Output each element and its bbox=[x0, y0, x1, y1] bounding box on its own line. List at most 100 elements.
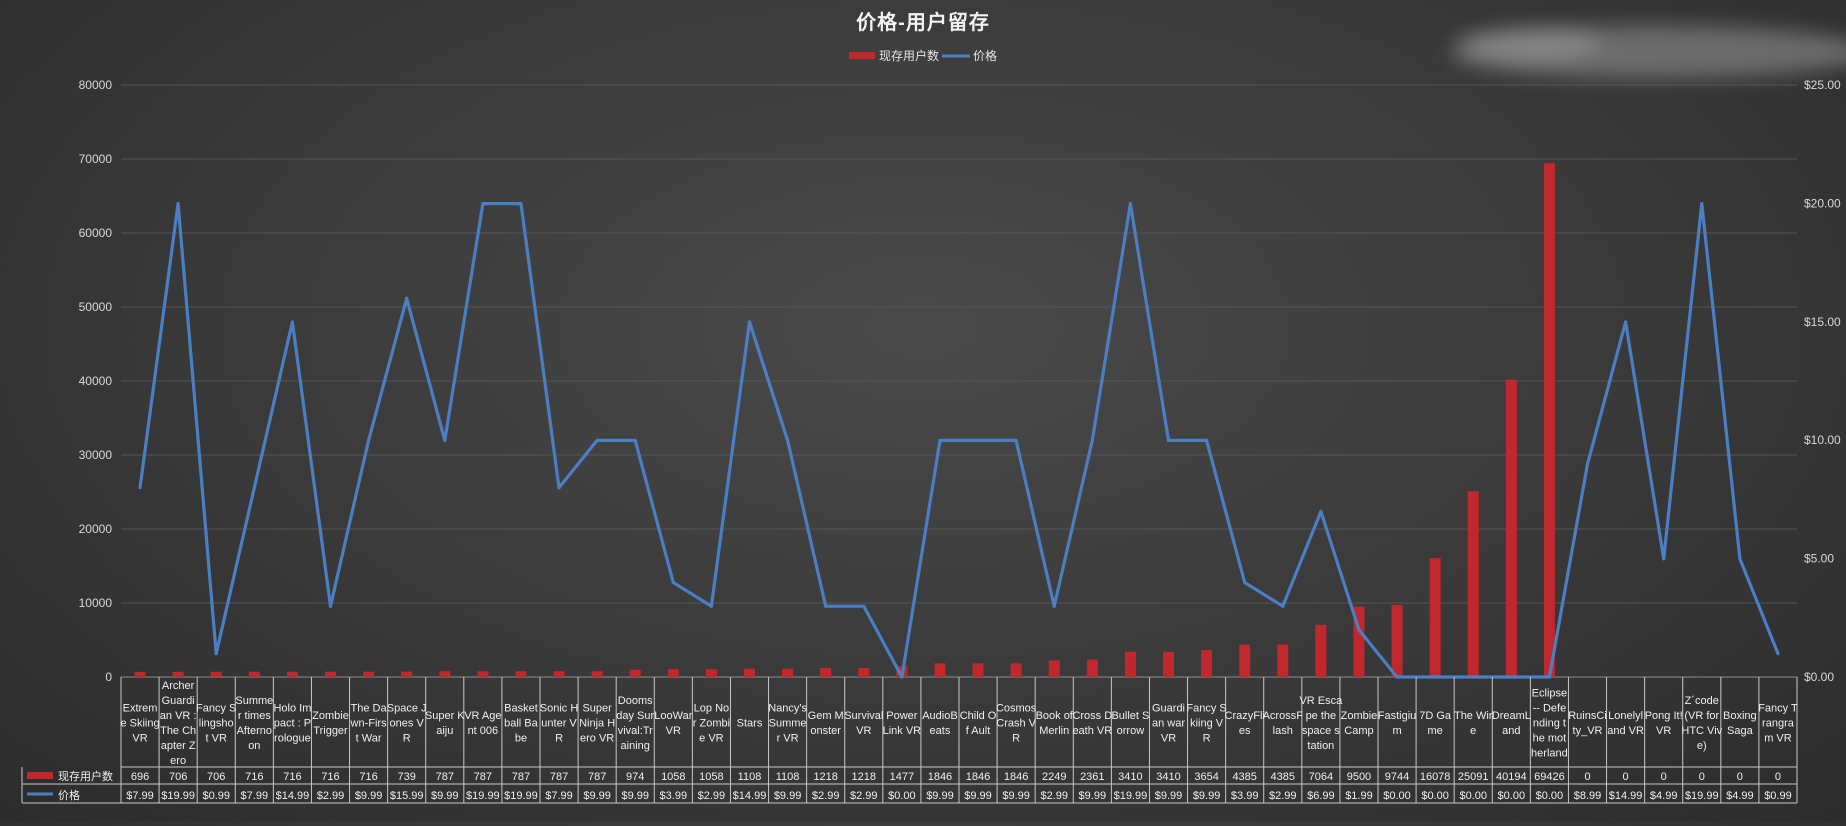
price-point bbox=[1433, 675, 1437, 679]
left-axis-tick-label: 10000 bbox=[79, 596, 113, 610]
category-label: Nancy's bbox=[768, 703, 807, 715]
table-cell-price: $9.99 bbox=[583, 790, 611, 802]
category-label: Eclipse bbox=[1532, 688, 1567, 700]
table-cell-users: 0 bbox=[1775, 771, 1781, 783]
category-label: eath VR bbox=[1072, 725, 1112, 737]
category-label: es bbox=[1239, 725, 1251, 737]
left-axis-tick-label: 70000 bbox=[79, 152, 113, 166]
price-point bbox=[1471, 675, 1475, 679]
category-label: Z´code bbox=[1685, 695, 1719, 707]
category-label: Guardi bbox=[162, 695, 195, 707]
category-label: AcrossF bbox=[1263, 710, 1304, 722]
category-label: unter V bbox=[541, 718, 577, 730]
left-axis-ticks: 0 10000 20000 30000 40000 50000 60000 70000 8000… bbox=[79, 78, 113, 684]
table-cell-price: $14.99 bbox=[733, 790, 767, 802]
bar bbox=[744, 668, 755, 677]
price-point bbox=[328, 604, 333, 608]
category-label: lash bbox=[1273, 725, 1293, 737]
redacted-blur bbox=[1450, 26, 1846, 78]
category-label: Extrem bbox=[123, 703, 158, 715]
category-label: -- Defe bbox=[1533, 703, 1567, 715]
table-cell-price: $0.00 bbox=[1459, 790, 1487, 802]
bar bbox=[1505, 379, 1517, 677]
bar bbox=[515, 671, 527, 677]
price-point bbox=[1090, 438, 1094, 443]
category-label: eats bbox=[930, 725, 951, 737]
category-label: The Ch bbox=[160, 725, 196, 737]
price-point bbox=[366, 438, 371, 443]
category-label: Bullet S bbox=[1111, 710, 1149, 722]
table-cell-users: 1218 bbox=[813, 771, 837, 783]
right-axis-tick-label: $10.00 bbox=[1804, 433, 1841, 447]
category-label: Fastigiu bbox=[1378, 710, 1417, 722]
table-row-header-users: 现存用户数 bbox=[58, 769, 113, 783]
bar bbox=[1467, 491, 1479, 677]
table-cell-price: $9.99 bbox=[964, 790, 992, 802]
legend: 现存用户数 价格 bbox=[849, 48, 997, 63]
bar bbox=[934, 663, 946, 677]
category-label: VR bbox=[1161, 733, 1176, 745]
left-axis-tick-label: 40000 bbox=[79, 374, 113, 388]
bar bbox=[705, 669, 717, 677]
category-label: m VR bbox=[1764, 733, 1792, 745]
table-cell-price: $14.99 bbox=[276, 790, 310, 802]
bar bbox=[172, 671, 184, 677]
table-key-users bbox=[27, 772, 53, 779]
table-cell-price: $7.99 bbox=[241, 790, 269, 802]
category-label: f Ault bbox=[966, 725, 990, 737]
price-point bbox=[785, 438, 790, 443]
category-label: t War bbox=[356, 733, 382, 745]
category-label: Cosmos bbox=[996, 703, 1037, 715]
category-label: Gem M bbox=[808, 710, 844, 722]
category-label: VR bbox=[132, 733, 147, 745]
category-label: apter Z bbox=[161, 740, 196, 752]
table-cell-price: $3.99 bbox=[1231, 790, 1259, 802]
bar bbox=[1315, 624, 1327, 677]
table-cell-users: 1846 bbox=[966, 771, 990, 783]
table-cell-users: 1846 bbox=[928, 771, 952, 783]
category-label: tation bbox=[1307, 740, 1334, 752]
category-label: nding t bbox=[1533, 718, 1566, 730]
table-cell-users: 0 bbox=[1584, 771, 1590, 783]
category-label: orrow bbox=[1117, 725, 1145, 737]
category-label: The Da bbox=[351, 703, 388, 715]
category-label: Saga bbox=[1727, 725, 1754, 737]
category-label: Power bbox=[886, 710, 918, 722]
table-cell-users: 7064 bbox=[1309, 771, 1333, 783]
table-cell-users: 696 bbox=[131, 771, 149, 783]
table-cell-price: $19.99 bbox=[466, 790, 500, 802]
bar bbox=[1124, 651, 1136, 677]
category-label: Space J bbox=[387, 703, 427, 715]
right-axis-tick-label: $5.00 bbox=[1804, 552, 1834, 566]
table-cell-price: $6.99 bbox=[1307, 790, 1335, 802]
category-label: Link VR bbox=[883, 725, 922, 737]
table-cell-users: 25091 bbox=[1458, 771, 1489, 783]
price-point bbox=[633, 438, 637, 443]
left-axis-tick-label: 80000 bbox=[79, 78, 113, 92]
table-cell-users: 3654 bbox=[1194, 771, 1218, 783]
category-label: me bbox=[1427, 725, 1442, 737]
table-cell-users: 1058 bbox=[699, 771, 723, 783]
price-point bbox=[1128, 202, 1133, 206]
table-cell-users: 69426 bbox=[1534, 771, 1565, 783]
table-cell-users: 716 bbox=[283, 771, 301, 783]
table-cell-users: 1108 bbox=[738, 771, 762, 783]
category-label: rologue bbox=[274, 733, 311, 745]
bar bbox=[401, 671, 413, 677]
price-point bbox=[709, 604, 714, 608]
category-label: RuinsCi bbox=[1568, 710, 1607, 722]
price-point bbox=[900, 675, 904, 679]
table-cell-users: 2361 bbox=[1080, 771, 1104, 783]
table-cell-users: 716 bbox=[321, 771, 339, 783]
table-cell-price: $9.99 bbox=[774, 790, 802, 802]
table-cell-price: $2.99 bbox=[1269, 790, 1297, 802]
category-label: on bbox=[248, 740, 260, 752]
price-point bbox=[1738, 557, 1742, 561]
price-point bbox=[976, 438, 980, 443]
table-cell-users: 9500 bbox=[1347, 771, 1371, 783]
category-label: nt 006 bbox=[468, 725, 499, 737]
table-cell-price: $19.99 bbox=[161, 790, 195, 802]
bar bbox=[972, 663, 984, 677]
